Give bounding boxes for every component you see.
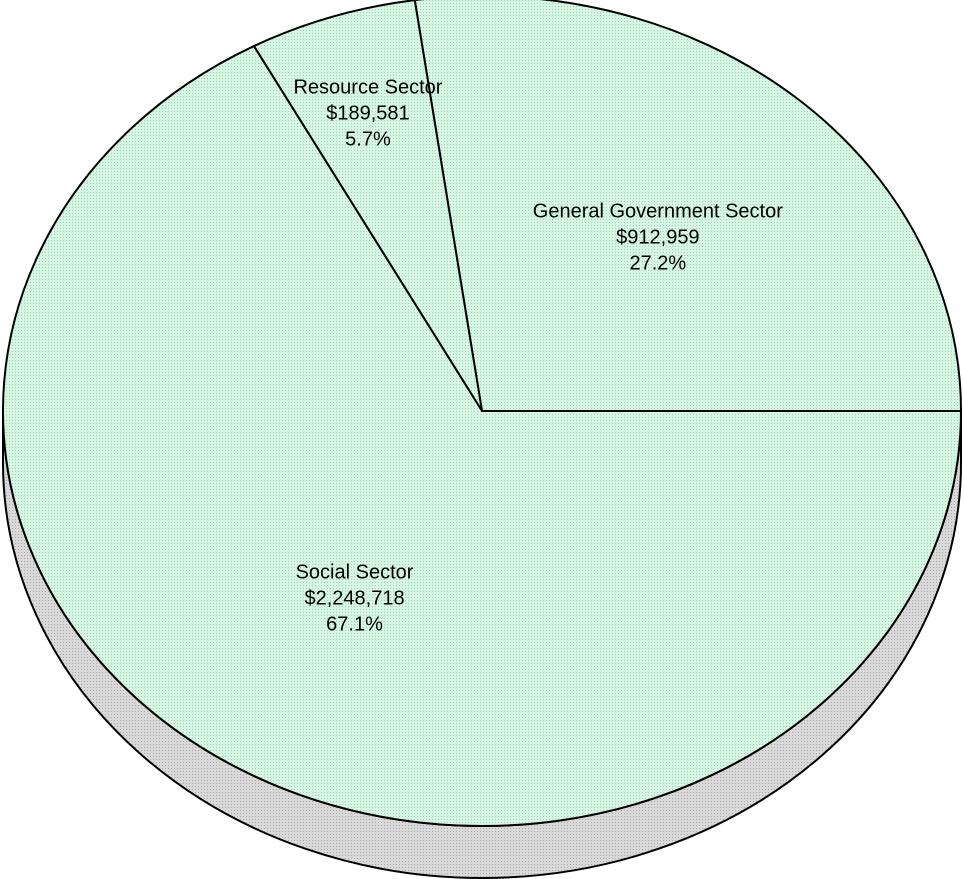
slice-percent-label: 27.2% <box>629 253 686 275</box>
slice-percent-label: 5.7% <box>345 128 391 150</box>
pie-slices <box>2 0 963 827</box>
pie-slice-general-government-sector <box>413 0 963 412</box>
slice-name-label: Resource Sector <box>293 76 442 98</box>
slice-value-label: $189,581 <box>326 102 409 124</box>
slice-value-label: $2,248,718 <box>304 587 404 609</box>
slice-name-label: General Government Sector <box>533 201 783 223</box>
pie-slice-social-sector <box>2 44 963 827</box>
slice-name-label: Social Sector <box>296 561 414 583</box>
slice-value-label: $912,959 <box>616 227 699 249</box>
pie-slice-label: Social Sector $2,248,718 67.1% <box>296 561 414 635</box>
slice-percent-label: 67.1% <box>326 613 383 635</box>
pie-slice-resource-sector <box>252 0 483 412</box>
pie-slice-label: General Government Sector $912,959 27.2% <box>533 201 783 275</box>
pie-slice-label: Resource Sector $189,581 5.7% <box>293 76 442 150</box>
pie-labels: General Government Sector $912,959 27.2% Re… <box>293 76 783 635</box>
